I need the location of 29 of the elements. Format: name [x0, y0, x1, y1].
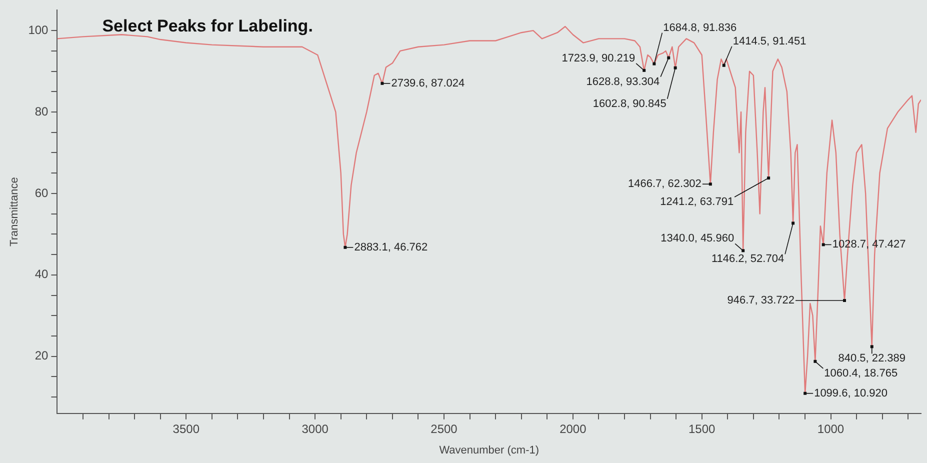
x-tick-label: 2500 — [430, 422, 458, 436]
x-tick-label: 2000 — [560, 422, 587, 436]
annotation: 1146.2, 52.704 — [711, 253, 784, 266]
chart-title: Select Peaks for Labeling. — [102, 16, 313, 36]
annotation: 946.7, 33.722 — [727, 294, 795, 307]
annotation: 1414.5, 91.451 — [732, 35, 806, 48]
y-tick-label: 100 — [28, 22, 49, 37]
y-tick-label: 40 — [34, 267, 49, 282]
annotation: 1602.8, 90.845 — [592, 98, 666, 110]
annotation: 2739.6, 87.024 — [391, 77, 465, 90]
x-tick-label: 1500 — [688, 422, 716, 436]
annotation: 1628.8, 93.304 — [586, 76, 660, 88]
annotation: 1466.7, 62.302 — [628, 178, 702, 190]
annotation: 840.5, 22.389 — [838, 352, 906, 365]
annotation: 1099.6, 10.920 — [814, 387, 888, 400]
annotation: 1060.4, 18.765 — [824, 367, 898, 380]
annotation: 1340.0, 45.960 — [660, 232, 734, 245]
y-tick-label: 80 — [34, 104, 49, 118]
annotation: 1241.2, 63.791 — [660, 196, 734, 208]
x-tick-label: 1000 — [817, 422, 844, 436]
y-axis-title: Transmittance — [8, 177, 21, 246]
x-tick-label: 3000 — [302, 422, 329, 436]
annotation: 1684.8, 91.836 — [663, 22, 737, 34]
y-tick-label: 20 — [34, 348, 49, 363]
x-axis-title: Wavenumber (cm-1) — [439, 444, 540, 456]
y-tick-label: 60 — [34, 186, 49, 200]
annotation: 1723.9, 90.219 — [562, 52, 636, 64]
annotation: 2883.1, 46.762 — [354, 241, 428, 254]
x-tick-label: 3500 — [172, 422, 200, 436]
